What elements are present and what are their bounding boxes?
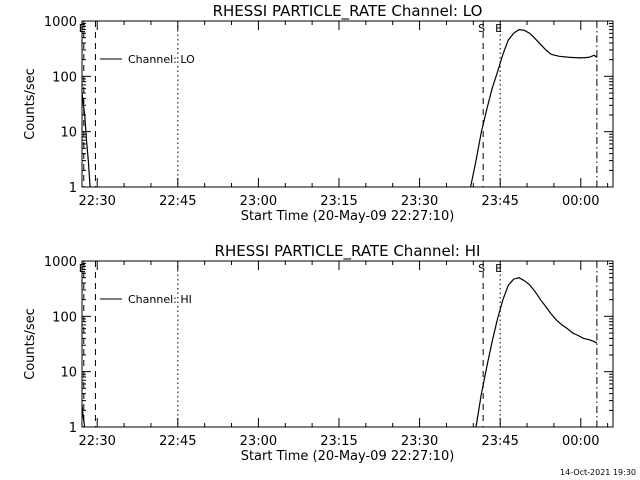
x-axis-label: Start Time (20-May-09 22:27:10) [241,449,455,464]
y-tick-label: 1000 [44,255,77,270]
x-tick-label: 00:00 [562,194,599,209]
series-line [81,92,91,188]
plot-frame [81,20,614,188]
timestamp-footer: 14-Oct-2021 19:30 [560,468,636,477]
chart-title: RHESSI PARTICLE_RATE Channel: LO [213,2,483,21]
plot-frame [81,260,614,428]
y-axis-label: Counts/sec [23,308,38,380]
x-tick-label: 00:00 [562,434,599,449]
x-tick-label: 22:30 [78,434,115,449]
y-tick-label: 1000 [44,15,77,30]
x-tick-label: 23:30 [401,194,438,209]
y-tick-label: 10 [60,126,77,141]
x-tick-label: 22:30 [78,194,115,209]
x-tick-label: 22:45 [159,194,196,209]
y-tick-label: 100 [52,310,77,325]
series-line [470,28,598,188]
series-line [475,277,598,428]
y-tick-label: 100 [52,70,77,85]
x-tick-label: 23:00 [240,194,277,209]
x-tick-label: 23:15 [320,194,357,209]
x-tick-label: 23:45 [481,434,518,449]
event-marker-label: S [478,22,485,35]
panel-lo: RHESSI PARTICLE_RATE Channel: LO 1 10 100 10… [23,2,614,224]
x-tick-label: 23:00 [240,434,277,449]
y-axis-label: Counts/sec [23,68,38,140]
x-tick-label: 23:45 [481,194,518,209]
event-marker-label: E [495,22,502,35]
panel-hi: RHESSI PARTICLE_RATE Channel: HI 1 10 100 10… [23,242,614,464]
event-marker-label: E [79,22,86,35]
y-tick-label: 10 [60,366,77,381]
x-tick-label: 23:15 [320,434,357,449]
legend-label: Channel: LO [128,53,195,66]
x-axis-label: Start Time (20-May-09 22:27:10) [241,209,455,224]
x-tick-label: 22:45 [159,434,196,449]
legend-label: Channel: HI [128,293,192,306]
event-marker-label: E [79,262,86,275]
y-tick-label: 1 [69,181,77,196]
y-tick-label: 1 [69,421,77,436]
x-tick-label: 23:30 [401,434,438,449]
event-marker-label: E [495,262,502,275]
series-line [81,404,86,428]
chart-title: RHESSI PARTICLE_RATE Channel: HI [215,242,481,261]
event-marker-label: S [478,262,485,275]
